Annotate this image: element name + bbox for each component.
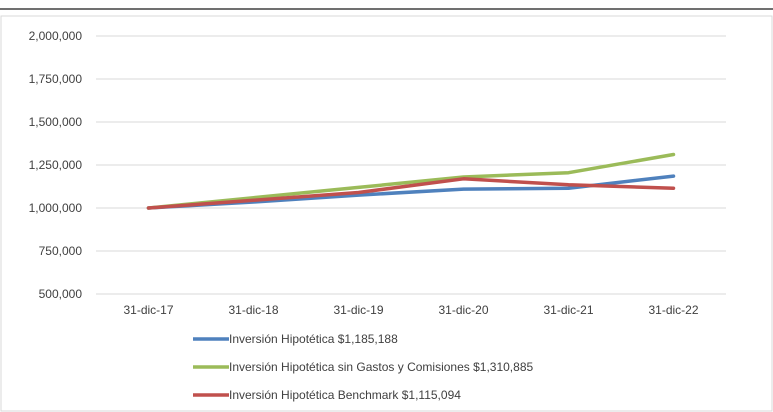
y-tick-label: 750,000: [39, 244, 83, 258]
x-axis-ticks: 31-dic-17 31-dic-18 31-dic-19 31-dic-20 31-d…: [123, 303, 698, 317]
gridlines: [96, 35, 726, 295]
y-tick-label: 1,750,000: [29, 72, 83, 86]
y-tick-label: 1,500,000: [29, 115, 83, 129]
legend-label: Inversión Hipotética $1,185,188: [229, 332, 398, 346]
y-tick-label: 500,000: [39, 287, 83, 301]
x-tick-label: 31-dic-21: [543, 303, 593, 317]
x-tick-label: 31-dic-20: [438, 303, 488, 317]
series-lines: [146, 152, 676, 210]
y-tick-label: 2,000,000: [29, 29, 83, 43]
series-line: [146, 152, 676, 210]
y-axis-ticks: 500,000 750,000 1,000,000 1,250,000 1,500,00…: [29, 29, 83, 301]
legend: Inversión Hipotética $1,185,188 Inversión…: [193, 332, 533, 402]
chart-area-border: [0, 15, 773, 412]
legend-label: Inversión Hipotética Benchmark $1,115,09…: [229, 388, 461, 402]
y-tick-label: 1,000,000: [29, 201, 83, 215]
legend-label: Inversión Hipotética sin Gastos y Comisi…: [229, 360, 533, 374]
series-line: [146, 177, 676, 210]
x-tick-label: 31-dic-19: [333, 303, 383, 317]
x-tick-label: 31-dic-18: [228, 303, 278, 317]
x-tick-label: 31-dic-22: [648, 303, 698, 317]
y-tick-label: 1,250,000: [29, 158, 83, 172]
x-tick-label: 31-dic-17: [123, 303, 173, 317]
